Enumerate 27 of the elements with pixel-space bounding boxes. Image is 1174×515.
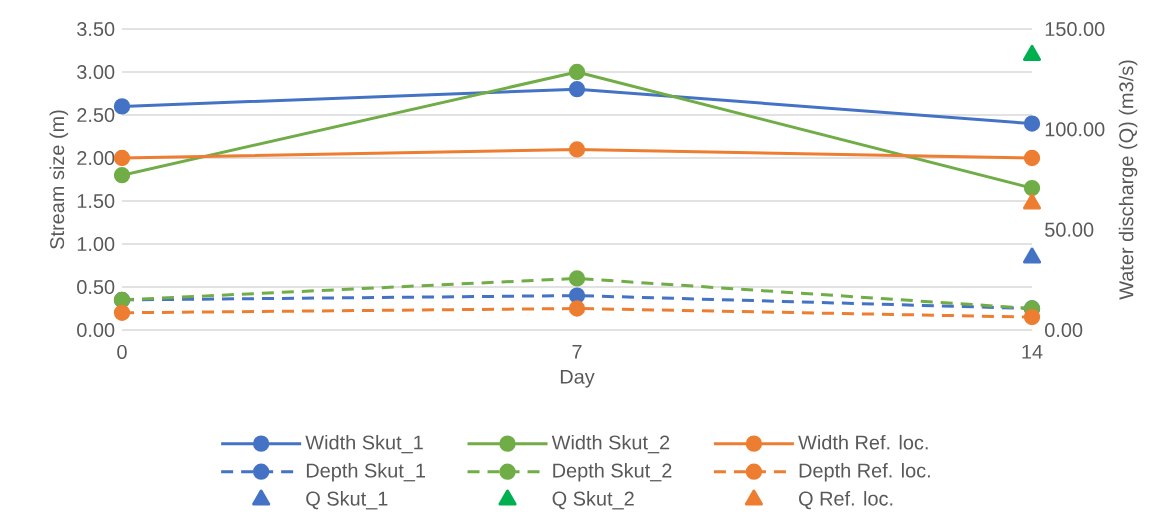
legend-label: Depth Skut_1 (306, 462, 426, 482)
x-axis-title: Day (560, 369, 595, 388)
y2-tick-label: 150.00 (1045, 21, 1105, 37)
legend-label: Q Skut_1 (306, 491, 388, 510)
y2-tick-label: 100.00 (1045, 122, 1105, 137)
y-tick-label: 3.00 (77, 64, 115, 80)
y-tick-label: 0.50 (77, 279, 115, 295)
legend-label: Q Skut_2 (552, 491, 634, 510)
legend-label: Q Ref. loc. (799, 491, 893, 510)
y2-tick-label: 0.00 (1045, 322, 1083, 338)
y-tick-label: 3.50 (77, 21, 115, 37)
legend-label: Width Ref. loc. (798, 434, 928, 450)
y2-axis-title: Water discharge (Q) (m3/s) (1118, 60, 1138, 300)
y-tick-label: 2.00 (77, 150, 115, 166)
legend-label: Width Skut_2 (551, 434, 670, 454)
y-tick-label: 1.00 (77, 236, 115, 252)
x-tick-label: 0 (117, 344, 127, 360)
y2-tick-label: 50.00 (1045, 222, 1094, 237)
legend-label: Depth Ref. loc. (799, 462, 930, 482)
y-tick-label: 1.50 (77, 193, 115, 209)
x-tick-label: 14 (1022, 344, 1043, 359)
y-axis-title: Stream size (m) (49, 110, 69, 249)
legend-label: Depth Skut_2 (553, 462, 672, 482)
y-tick-label: 0.00 (77, 322, 115, 338)
legend-label: Width Skut_1 (305, 434, 423, 454)
y-tick-label: 2.50 (77, 107, 115, 123)
x-tick-label: 7 (572, 344, 582, 359)
